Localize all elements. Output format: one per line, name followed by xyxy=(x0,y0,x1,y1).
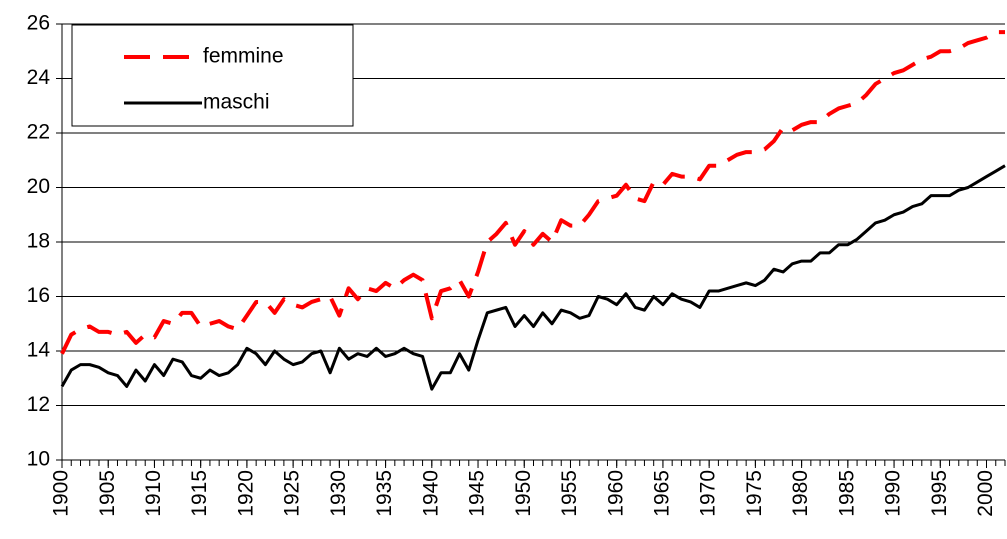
y-tick-label: 24 xyxy=(27,66,51,89)
y-tick-label: 16 xyxy=(27,284,50,307)
y-tick-label: 26 xyxy=(27,12,50,35)
x-tick-label: 1915 xyxy=(188,470,211,517)
y-tick-label: 20 xyxy=(27,175,50,198)
x-tick-label: 1980 xyxy=(789,470,812,517)
x-tick-label: 1990 xyxy=(882,470,905,517)
y-tick-label: 14 xyxy=(27,339,51,362)
legend-box xyxy=(71,24,354,127)
x-tick-label: 1920 xyxy=(234,470,257,517)
x-tick-label: 1965 xyxy=(650,470,673,517)
y-tick-label: 18 xyxy=(27,230,50,253)
x-tick-label: 1900 xyxy=(50,470,73,517)
x-tick-label: 1925 xyxy=(281,470,304,517)
x-tick-label: 1910 xyxy=(142,470,165,517)
x-tick-label: 1930 xyxy=(327,470,350,517)
y-tick-label: 12 xyxy=(27,393,50,416)
x-tick-label: 1935 xyxy=(373,470,396,517)
x-tick-label: 1995 xyxy=(928,470,951,517)
x-tick-label: 1960 xyxy=(604,470,627,517)
x-tick-label: 1975 xyxy=(743,470,766,517)
x-tick-label: 1950 xyxy=(512,470,535,517)
y-tick-label: 22 xyxy=(27,121,50,144)
x-tick-label: 1945 xyxy=(466,470,489,517)
x-tick-label: 1970 xyxy=(697,470,720,517)
x-tick-label: 1940 xyxy=(419,470,442,517)
legend-label: femmine xyxy=(203,45,284,68)
x-tick-label: 1985 xyxy=(835,470,858,517)
x-tick-label: 1905 xyxy=(96,470,119,517)
y-tick-label: 10 xyxy=(27,448,50,471)
x-tick-label: 1955 xyxy=(558,470,581,517)
data-line xyxy=(60,164,1006,391)
legend-label: maschi xyxy=(203,91,270,114)
x-tick-label: 2000 xyxy=(974,470,997,517)
data-line xyxy=(60,30,1005,355)
